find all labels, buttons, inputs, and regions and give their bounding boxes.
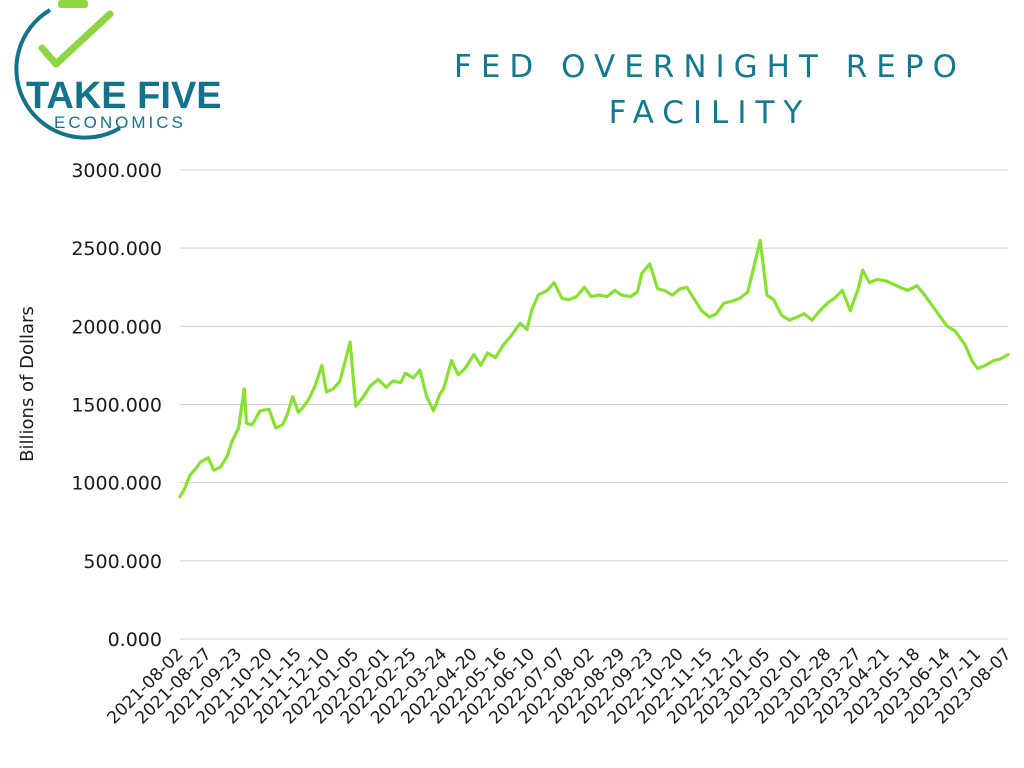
take-five-economics-logo: TAKE FIVE ECONOMICS: [14, 0, 222, 140]
stopwatch-crown: [58, 0, 88, 8]
checkmark-icon: [38, 10, 114, 68]
chart-title: FED OVERNIGHT REPO FACILITY: [453, 49, 966, 131]
y-tick-label: 500.000: [83, 551, 162, 573]
y-tick-label: 1500.000: [71, 395, 162, 417]
gridlines: [180, 169, 1008, 640]
logo-tagline: ECONOMICS: [54, 113, 186, 132]
series-group: [178, 238, 1010, 499]
series-line: [178, 238, 1010, 499]
x-axis-ticks: 2021-08-022021-08-272021-09-232021-10-20…: [104, 644, 1016, 728]
y-tick-label: 2500.000: [71, 238, 162, 260]
y-tick-label: 3000.000: [71, 160, 162, 182]
y-axis-label: Billions of Dollars: [17, 306, 38, 462]
y-tick-label: 1000.000: [71, 473, 162, 495]
logo-ring-arc: [14, 8, 122, 140]
y-tick-label: 0.000: [108, 629, 162, 651]
y-tick-label: 2000.000: [71, 316, 162, 338]
y-axis-ticks: 0.000 500.000 1000.000 1500.000 2000.000 2500…: [71, 160, 162, 651]
logo-brand-name: TAKE FIVE: [26, 75, 222, 117]
